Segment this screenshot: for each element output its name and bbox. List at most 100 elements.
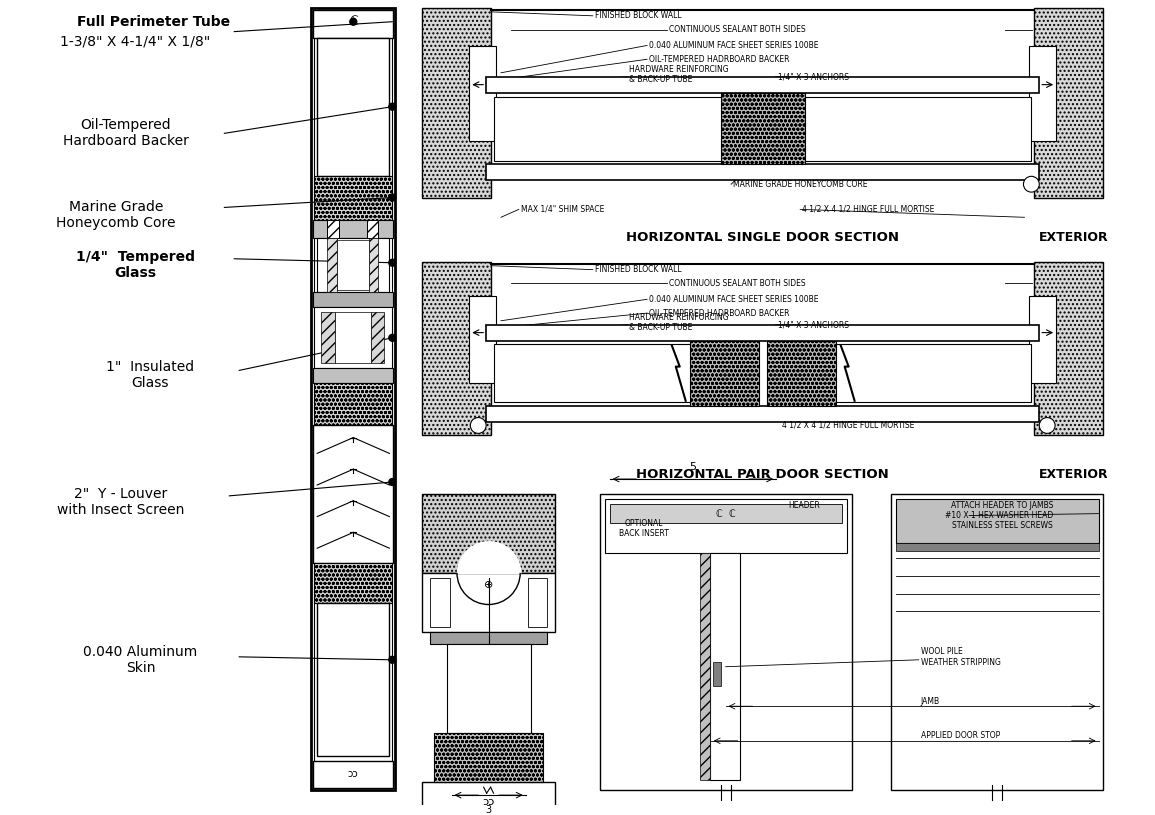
Text: MARINE GRADE HONEYCOMB CORE: MARINE GRADE HONEYCOMB CORE [733,180,867,189]
Text: FINISHED BLOCK WALL: FINISHED BLOCK WALL [595,11,681,20]
Text: MAX 1/4" SHIM SPACE: MAX 1/4" SHIM SPACE [521,205,604,214]
Bar [714,662,721,686]
Circle shape [389,656,396,663]
Text: HARDWARE REINFORCING
& BACK-UP TUBE: HARDWARE REINFORCING & BACK-UP TUBE [629,65,729,85]
Circle shape [1040,417,1055,434]
Bar [318,37,389,176]
Bar [610,504,842,523]
Bar [486,324,1040,341]
Bar [327,220,338,238]
Text: 3: 3 [485,805,492,815]
Bar [312,8,395,791]
Text: JAMB: JAMB [921,697,940,706]
Bar [422,8,491,197]
Text: WOOL PILE
WEATHER STRIPPING: WOOL PILE WEATHER STRIPPING [921,647,1000,667]
Circle shape [1023,176,1040,192]
Text: ↄↄ: ↄↄ [348,769,359,779]
Text: FINISHED BLOCK WALL: FINISHED BLOCK WALL [595,265,681,274]
Text: HORIZONTAL PAIR DOOR SECTION: HORIZONTAL PAIR DOOR SECTION [636,468,889,481]
Bar [494,345,690,402]
Bar [366,220,379,238]
Bar [337,240,368,290]
Circle shape [389,334,396,341]
Text: CONTINUOUS SEALANT BOTH SIDES: CONTINUOUS SEALANT BOTH SIDES [669,25,805,34]
Text: #10 X 1 HEX WASHER HEAD: #10 X 1 HEX WASHER HEAD [945,511,1053,520]
Circle shape [350,18,357,25]
Text: 1/4" X 3 ANCHORS: 1/4" X 3 ANCHORS [777,320,849,329]
Text: 1-3/8" X 4-1/4" X 1/8": 1-3/8" X 4-1/4" X 1/8" [60,34,210,48]
Bar [430,578,449,628]
Text: 1/4" X 3 ANCHORS: 1/4" X 3 ANCHORS [777,73,849,82]
Bar [318,602,389,756]
Bar [314,176,393,220]
Circle shape [389,259,396,267]
Bar [434,733,543,782]
Text: STAINLESS STEEL SCREWS: STAINLESS STEEL SCREWS [953,521,1053,530]
Bar [313,368,394,383]
Text: OIL-TEMPERED HADRBOARD BACKER: OIL-TEMPERED HADRBOARD BACKER [649,309,790,318]
Bar [1035,8,1103,197]
Bar [805,96,1031,161]
Text: APPLIED DOOR STOP: APPLIED DOOR STOP [921,731,1000,740]
Bar [447,644,530,733]
Bar [599,494,851,791]
Bar [896,544,1098,551]
Bar [710,553,740,780]
Text: 5: 5 [690,462,696,472]
Bar [314,563,393,602]
Bar [721,93,805,165]
Bar [313,760,394,788]
Bar [313,220,394,238]
Bar [896,499,1098,544]
Bar [313,10,394,37]
Bar [1029,297,1056,383]
Circle shape [470,417,486,434]
Bar [605,499,847,553]
Text: Full Perimeter Tube: Full Perimeter Tube [76,15,230,29]
Bar [430,632,547,644]
Circle shape [389,194,396,201]
Text: HEADER: HEADER [789,501,820,510]
Text: EXTERIOR: EXTERIOR [1040,468,1109,481]
Text: ⊕: ⊕ [484,579,493,590]
Text: ℂ  ℂ: ℂ ℂ [716,509,736,518]
Bar [335,312,371,363]
Text: HORIZONTAL SINGLE DOOR SECTION: HORIZONTAL SINGLE DOOR SECTION [626,231,900,244]
Text: OPTIONAL
BACK INSERT: OPTIONAL BACK INSERT [619,518,669,538]
Text: 2"  Y - Louver
with Insect Screen: 2" Y - Louver with Insect Screen [57,487,185,517]
Text: EXTERIOR: EXTERIOR [1040,231,1109,244]
Text: 0.040 Aluminum
Skin: 0.040 Aluminum Skin [83,645,198,675]
Text: 0.040 ALUMINUM FACE SHEET SERIES 100BE: 0.040 ALUMINUM FACE SHEET SERIES 100BE [649,295,819,304]
Bar [321,312,335,363]
Text: HARDWARE REINFORCING
& BACK-UP TUBE: HARDWARE REINFORCING & BACK-UP TUBE [629,313,729,333]
Bar [1029,46,1056,141]
Circle shape [389,104,396,110]
Bar [327,238,337,293]
Bar [486,165,1040,180]
Bar [836,345,1031,402]
Text: 0.040 ALUMINUM FACE SHEET SERIES 100BE: 0.040 ALUMINUM FACE SHEET SERIES 100BE [649,41,819,50]
Text: ↄↄ: ↄↄ [483,797,494,807]
Bar [486,406,1040,421]
Bar [371,312,385,363]
Bar [422,262,491,434]
Bar [318,238,389,293]
Bar [314,383,393,425]
Text: ATTACH HEADER TO JAMBS: ATTACH HEADER TO JAMBS [951,501,1053,510]
Text: OIL-TEMPERED HADRBOARD BACKER: OIL-TEMPERED HADRBOARD BACKER [649,55,790,64]
Bar [313,293,394,307]
Bar [368,238,379,293]
Text: Marine Grade
Honeycomb Core: Marine Grade Honeycomb Core [55,200,176,231]
Text: CONTINUOUS SEALANT BOTH SIDES: CONTINUOUS SEALANT BOTH SIDES [669,279,805,288]
Bar [1035,262,1103,434]
Text: 4 1/2 X 4 1/2 HINGE FULL MORTISE: 4 1/2 X 4 1/2 HINGE FULL MORTISE [803,205,934,214]
Bar [422,494,556,573]
Bar [767,341,836,406]
Text: Oil-Tempered
Hardboard Backer: Oil-Tempered Hardboard Backer [62,118,188,148]
Bar [422,573,556,632]
Bar [892,494,1103,791]
Bar [528,578,547,628]
Bar [690,341,759,406]
Bar [494,96,721,161]
Bar [313,425,394,563]
